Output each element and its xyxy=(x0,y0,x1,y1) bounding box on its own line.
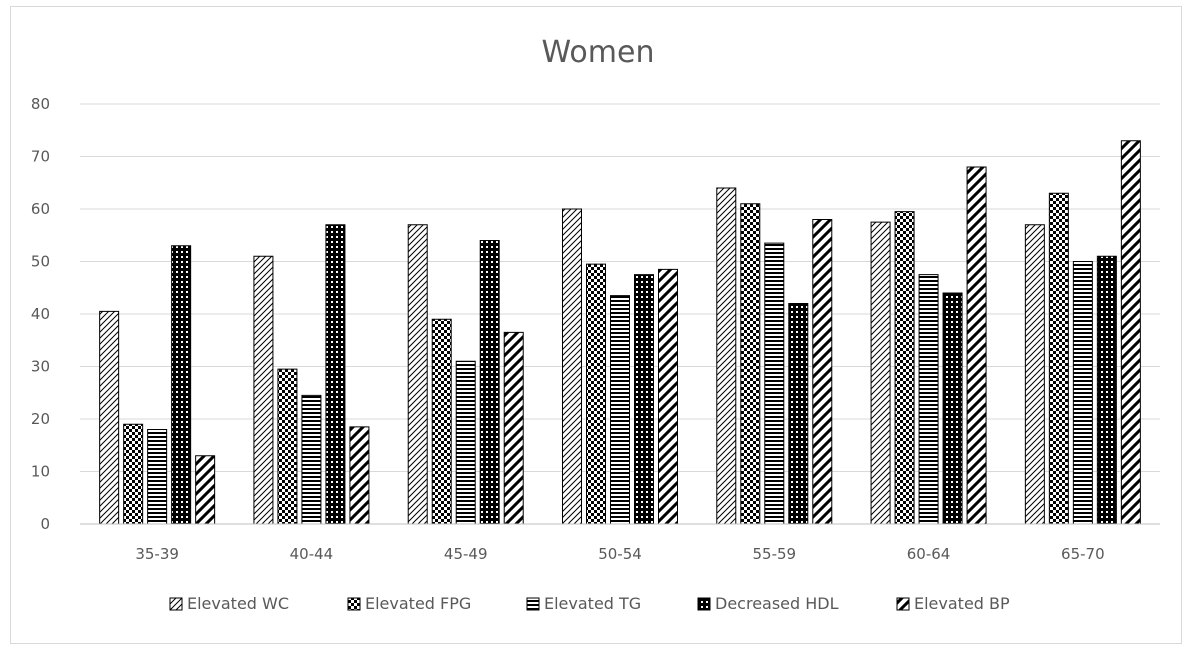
legend-swatch xyxy=(896,597,910,611)
bar-elevated-bp-45-49 xyxy=(503,331,524,525)
y-tick-label: 80 xyxy=(31,95,50,113)
bar-elevated-wc-35-39 xyxy=(99,310,120,525)
bar-elevated-bp-35-39 xyxy=(195,455,216,525)
legend-label: Elevated BP xyxy=(914,594,1010,613)
bar-decreased-hdl-40-44 xyxy=(325,224,346,525)
bar-elevated-wc-40-44 xyxy=(253,255,274,525)
legend-swatch xyxy=(347,597,361,611)
bar-elevated-wc-65-70 xyxy=(1024,224,1045,525)
x-tick-label: 55-59 xyxy=(752,545,796,563)
x-tick-label: 40-44 xyxy=(290,545,334,563)
legend-swatch xyxy=(169,597,183,611)
bar-elevated-tg-35-39 xyxy=(147,429,168,525)
x-tick-label: 50-54 xyxy=(598,545,642,563)
bars xyxy=(99,140,1141,525)
bar-elevated-bp-50-54 xyxy=(658,268,678,525)
bar-elevated-bp-40-44 xyxy=(349,426,370,525)
bar-elevated-fpg-50-54 xyxy=(586,263,606,525)
bar-decreased-hdl-45-49 xyxy=(479,240,500,525)
legend-swatch xyxy=(697,597,711,611)
bar-decreased-hdl-55-59 xyxy=(788,303,809,525)
bar-elevated-fpg-60-64 xyxy=(894,211,915,525)
bar-decreased-hdl-35-39 xyxy=(171,245,192,525)
bar-elevated-tg-65-70 xyxy=(1072,261,1093,525)
chart-title: Women xyxy=(542,35,655,70)
y-tick-label: 70 xyxy=(31,148,50,166)
y-tick-label: 20 xyxy=(31,410,50,428)
bar-elevated-fpg-45-49 xyxy=(431,318,452,525)
y-tick-label: 40 xyxy=(31,305,50,323)
bar-elevated-bp-55-59 xyxy=(812,219,833,525)
bar-elevated-fpg-65-70 xyxy=(1048,192,1069,525)
bar-decreased-hdl-50-54 xyxy=(634,274,654,525)
bar-decreased-hdl-60-64 xyxy=(942,292,963,525)
bar-elevated-fpg-55-59 xyxy=(740,203,761,525)
x-tick-label: 35-39 xyxy=(135,545,179,563)
x-axis-tick-labels: 35-39 40-44 45-49 50-54 55-59 60-64 65-70 xyxy=(135,545,1104,563)
y-tick-label: 50 xyxy=(31,253,50,271)
legend-label: Elevated WC xyxy=(187,594,289,613)
y-tick-label: 0 xyxy=(40,515,50,533)
legend-swatch xyxy=(526,597,540,611)
bar-elevated-tg-45-49 xyxy=(455,360,476,525)
bar-decreased-hdl-65-70 xyxy=(1096,255,1117,525)
bar-elevated-fpg-35-39 xyxy=(123,423,144,525)
legend-label: Decreased HDL xyxy=(715,594,839,613)
bar-elevated-wc-55-59 xyxy=(716,187,737,525)
x-tick-label: 65-70 xyxy=(1061,545,1105,563)
bar-elevated-wc-60-64 xyxy=(870,221,891,525)
y-tick-label: 30 xyxy=(31,358,50,376)
bar-elevated-wc-50-54 xyxy=(562,208,582,525)
x-tick-label: 60-64 xyxy=(907,545,951,563)
bar-elevated-bp-65-70 xyxy=(1120,140,1141,525)
bar-elevated-tg-40-44 xyxy=(301,394,322,525)
bar-elevated-tg-55-59 xyxy=(764,242,785,525)
bar-elevated-fpg-40-44 xyxy=(277,368,298,525)
legend-label: Elevated TG xyxy=(544,594,641,613)
y-tick-label: 60 xyxy=(31,200,50,218)
legend: Elevated WC Elevated FPG Elevated TG Decrea… xyxy=(169,594,1010,613)
legend-label: Elevated FPG xyxy=(365,594,471,613)
bar-elevated-wc-45-49 xyxy=(407,224,428,525)
bar-elevated-tg-50-54 xyxy=(610,295,630,525)
y-axis-tick-labels: 0 10 20 30 40 50 60 70 80 xyxy=(31,95,50,533)
bar-elevated-bp-60-64 xyxy=(966,166,987,525)
x-tick-label: 45-49 xyxy=(444,545,488,563)
y-tick-label: 10 xyxy=(31,463,50,481)
bar-elevated-tg-60-64 xyxy=(918,274,939,525)
